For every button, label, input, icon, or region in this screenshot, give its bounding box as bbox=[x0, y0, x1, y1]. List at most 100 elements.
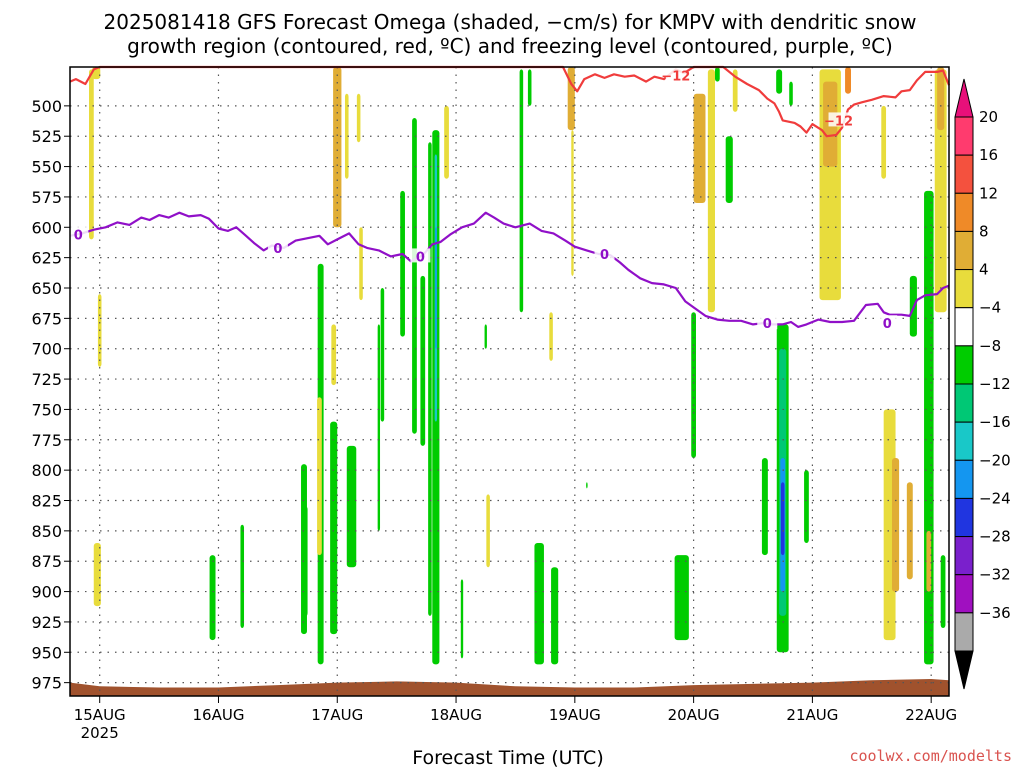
omega-cell-16 bbox=[356, 93, 361, 143]
omega-cell-51 bbox=[780, 482, 785, 556]
y-tick-label-975: 975 bbox=[31, 674, 62, 693]
x-tick-label-22AUG: 22AUG bbox=[905, 706, 957, 724]
colorbar-label-11: −28 bbox=[979, 528, 1011, 546]
colorbar-label-7: −12 bbox=[979, 375, 1011, 393]
x-tick-label-17AUG: 17AUG bbox=[311, 706, 363, 724]
terrain-area bbox=[70, 679, 949, 696]
y-tick-label-600: 600 bbox=[31, 218, 62, 237]
contour-label-bg-6 bbox=[757, 315, 778, 330]
omega-cell-32 bbox=[527, 69, 532, 106]
omega-cell-18 bbox=[377, 324, 381, 531]
omega-cell-22 bbox=[420, 275, 426, 446]
y-tick-label-575: 575 bbox=[31, 188, 62, 207]
omega-cell-34 bbox=[551, 567, 559, 665]
y-tick-label-525: 525 bbox=[31, 127, 62, 146]
y-tick-label-850: 850 bbox=[31, 522, 62, 541]
contour-label-4: 0 bbox=[416, 250, 425, 265]
colorbar-swatch-7 bbox=[954, 383, 974, 423]
colorbar-label-3: 8 bbox=[979, 222, 989, 240]
y-tick-label-775: 775 bbox=[31, 431, 62, 450]
y-tick-label-875: 875 bbox=[31, 552, 62, 571]
y-tick-label-625: 625 bbox=[31, 249, 62, 268]
y-tick-label-700: 700 bbox=[31, 340, 62, 359]
contour-label-5: 0 bbox=[600, 248, 609, 263]
omega-cell-40 bbox=[691, 312, 696, 458]
omega-cell-60 bbox=[906, 482, 913, 580]
omega-cell-47 bbox=[776, 69, 783, 94]
contour-label-bg-2 bbox=[68, 226, 89, 241]
omega-cell-39 bbox=[674, 555, 689, 641]
y-tick-label-800: 800 bbox=[31, 461, 62, 480]
omega-cell-52 bbox=[789, 81, 793, 106]
omega-cell-36 bbox=[571, 130, 574, 276]
y-tick-label-825: 825 bbox=[31, 492, 62, 511]
colorbar-label-4: 4 bbox=[979, 261, 989, 279]
colorbar-swatch-1 bbox=[954, 154, 974, 194]
omega-cell-44 bbox=[725, 136, 733, 203]
colorbar-swatch-3 bbox=[954, 230, 974, 271]
omega-cell-42 bbox=[707, 69, 715, 313]
x-tick-label-21AUG: 21AUG bbox=[786, 706, 838, 724]
x-tick-year-label: 2025 bbox=[81, 724, 119, 742]
colorbar-label-9: −20 bbox=[979, 451, 1011, 469]
x-tick-label-20AUG: 20AUG bbox=[668, 706, 720, 724]
omega-cell-3 bbox=[93, 543, 101, 607]
contour-label-0: −12 bbox=[661, 70, 690, 85]
omega-cell-59 bbox=[891, 458, 900, 592]
x-tick-label-19AUG: 19AUG bbox=[549, 706, 601, 724]
colorbar-label-1: 16 bbox=[979, 146, 998, 164]
contour-label-3: 0 bbox=[273, 242, 282, 257]
omega-cell-41 bbox=[693, 93, 706, 203]
omega-cell-62 bbox=[924, 190, 934, 665]
colorbar-swatch-13 bbox=[954, 612, 974, 652]
colorbar-label-5: −4 bbox=[979, 299, 1001, 317]
contour-label-bg-3 bbox=[267, 239, 288, 254]
contour-label-bg-4 bbox=[410, 248, 431, 263]
omega-cell-13 bbox=[333, 67, 342, 228]
omega-cell-19 bbox=[380, 288, 385, 422]
colorbar-swatch-8 bbox=[954, 421, 974, 461]
omega-cell-31 bbox=[519, 69, 524, 313]
omega-cell-43 bbox=[714, 67, 720, 82]
contour-label-6: 0 bbox=[763, 317, 772, 332]
site-credit[interactable]: coolwx.com/modelts bbox=[849, 747, 1012, 765]
omega-cell-57 bbox=[881, 105, 887, 179]
omega-cell-27 bbox=[444, 105, 449, 179]
omega-cell-21 bbox=[412, 118, 417, 434]
colorbar: 20 16 12 8 4 −4 −8 −12 −16 −20 −24 −28 −32 −36 bbox=[954, 78, 1011, 690]
colorbar-swatch-4 bbox=[954, 269, 974, 309]
colorbar-label-8: −16 bbox=[979, 413, 1011, 431]
omega-cell-4 bbox=[209, 555, 216, 641]
x-axis-title: Forecast Time (UTC) bbox=[412, 747, 603, 768]
contour-labels: −12 −12 0 0 0 0 0 0 bbox=[68, 67, 898, 332]
colorbar-bottom-arrow bbox=[954, 650, 974, 690]
colorbar-swatch-9 bbox=[954, 459, 974, 499]
omega-cell-29 bbox=[484, 324, 487, 349]
x-tick-label-15AUG: 15AUG bbox=[74, 706, 126, 724]
omega-cell-30 bbox=[486, 494, 490, 568]
colorbar-label-6: −8 bbox=[979, 337, 1001, 355]
omega-cell-45 bbox=[732, 69, 738, 112]
colorbar-swatch-12 bbox=[954, 574, 974, 614]
omega-cell-15 bbox=[346, 445, 357, 568]
y-axis-ticks: 500 525 550 575 600 625 650 675 700 725 750 775 800 8… bbox=[31, 97, 70, 693]
omega-cell-0 bbox=[89, 69, 94, 240]
contour-label-7: 0 bbox=[883, 317, 892, 332]
colorbar-swatch-2 bbox=[954, 192, 974, 232]
contour-label-bg-5 bbox=[594, 246, 615, 260]
omega-cell-66 bbox=[937, 67, 945, 131]
y-tick-label-650: 650 bbox=[31, 279, 62, 298]
omega-cell-65 bbox=[934, 69, 947, 313]
x-tick-label-16AUG: 16AUG bbox=[193, 706, 245, 724]
contour-label-2: 0 bbox=[74, 229, 83, 244]
omega-cell-67 bbox=[940, 555, 946, 628]
colorbar-label-10: −24 bbox=[979, 489, 1011, 507]
omega-cell-46 bbox=[761, 458, 768, 556]
contour-series bbox=[69, 65, 951, 328]
omega-cell-37 bbox=[549, 312, 553, 361]
colorbar-swatch-11 bbox=[954, 536, 974, 576]
omega-cell-26 bbox=[435, 227, 437, 349]
contour-label-1: −12 bbox=[824, 114, 853, 129]
